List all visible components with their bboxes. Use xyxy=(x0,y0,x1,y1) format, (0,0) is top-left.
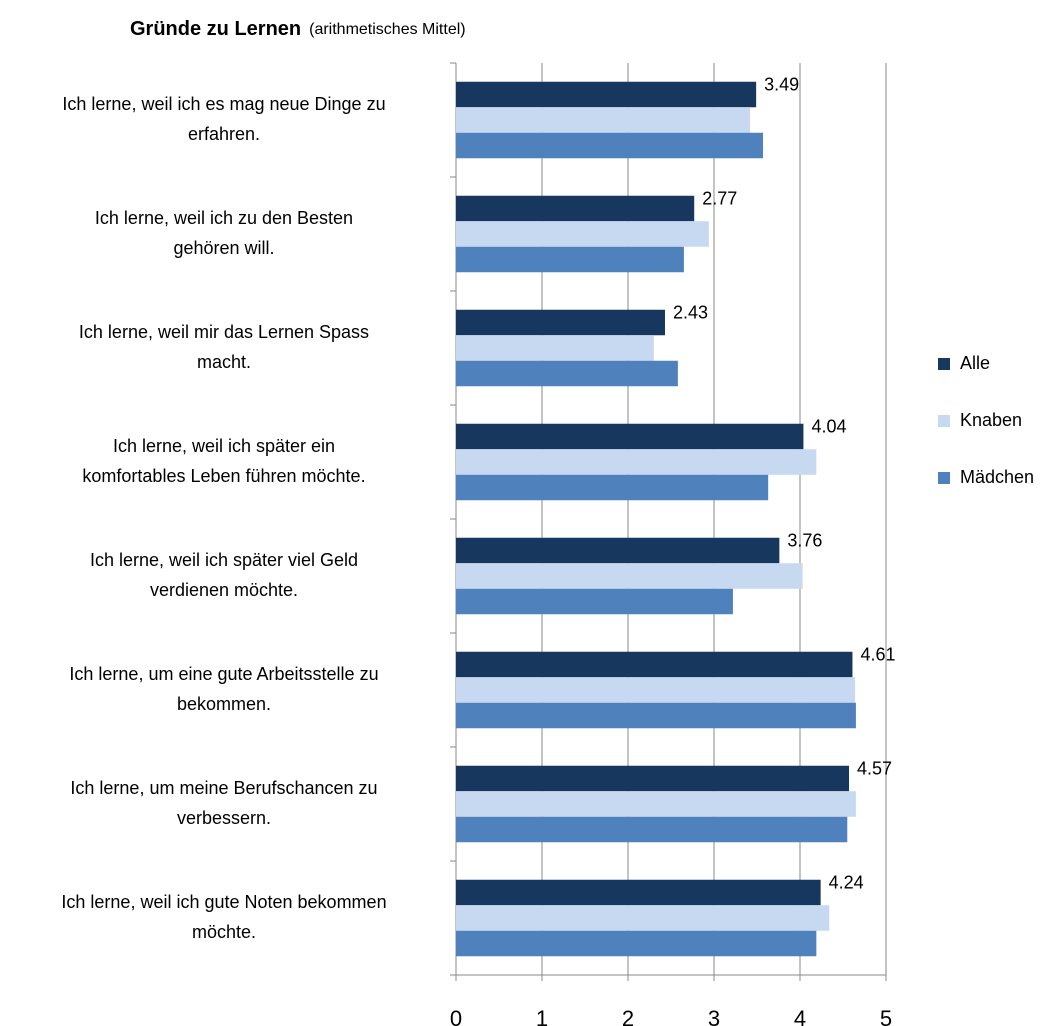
data-label: 4.24 xyxy=(829,873,864,893)
data-label: 2.77 xyxy=(702,189,737,209)
bar xyxy=(456,588,733,615)
legend-swatch xyxy=(938,472,950,484)
data-label: 4.61 xyxy=(860,645,895,665)
bar xyxy=(456,449,817,475)
y-tick-label: Ich lerne, um meine Berufschancen zu verb… xyxy=(70,778,377,828)
x-tick-label: 0 xyxy=(450,1006,462,1026)
bar xyxy=(456,360,678,387)
y-tick-label-line: Ich lerne, weil ich gute Noten bekommen xyxy=(61,892,386,912)
y-tick-label: Ich lerne, um eine gute Arbeitsstelle zu… xyxy=(69,664,378,714)
x-tick-label: 2 xyxy=(622,1006,634,1026)
bar xyxy=(456,677,856,703)
chart-title: Gründe zu Lernen (arithmetisches Mittel) xyxy=(130,18,466,40)
y-tick-label-line: Ich lerne, um meine Berufschancen zu xyxy=(70,778,377,798)
data-label: 4.57 xyxy=(857,759,892,779)
bar xyxy=(456,195,695,222)
bar xyxy=(456,563,803,589)
y-tick-label-line: Ich lerne, weil mir das Lernen Spass xyxy=(79,322,369,342)
legend-swatch xyxy=(938,358,950,370)
legend-label: Mädchen xyxy=(960,467,1034,487)
bar xyxy=(456,246,684,273)
x-tick-label: 4 xyxy=(794,1006,806,1026)
legend-swatch xyxy=(938,415,950,427)
y-tick-label-line: Ich lerne, weil ich es mag neue Dinge zu xyxy=(62,94,385,114)
y-tick-label-line: Ich lerne, weil ich zu den Besten xyxy=(95,208,353,228)
bar xyxy=(456,905,830,931)
bar xyxy=(456,651,853,678)
bar xyxy=(456,335,654,361)
y-tick-label-line: verdienen möchte. xyxy=(150,580,298,600)
y-tick-label-line: Ich lerne, um eine gute Arbeitsstelle zu xyxy=(69,664,378,684)
y-tick-label: Ich lerne, weil ich zu den Besten gehören… xyxy=(95,208,353,258)
y-tick-label-line: Ich lerne, weil ich später ein xyxy=(113,436,335,456)
x-tick-label: 3 xyxy=(708,1006,720,1026)
y-tick-label: Ich lerne, weil ich gute Noten bekommen m… xyxy=(61,892,386,942)
y-tick-label-line: komfortables Leben führen möchte. xyxy=(82,466,365,486)
title: Gründe zu Lernen xyxy=(130,18,301,40)
y-tick-label-line: erfahren. xyxy=(188,124,260,144)
y-tick-label: Ich lerne, weil ich später viel Geld verd… xyxy=(90,550,358,600)
bar xyxy=(456,107,751,133)
data-label: 3.49 xyxy=(764,75,799,95)
bar xyxy=(456,879,821,906)
bar xyxy=(456,702,856,729)
legend-label: Alle xyxy=(960,353,990,373)
y-tick-label: Ich lerne, weil mir das Lernen Spass mach… xyxy=(79,322,369,372)
y-tick-label-line: verbessern. xyxy=(177,808,271,828)
bar xyxy=(456,765,850,792)
bar xyxy=(456,930,817,957)
y-tick-label-line: bekommen. xyxy=(177,694,271,714)
data-label: 4.04 xyxy=(811,417,846,437)
y-tick-label-line: gehören will. xyxy=(173,238,274,258)
legend-label: Knaben xyxy=(960,410,1022,430)
y-tick-label: Ich lerne, weil ich später ein komfortabl… xyxy=(82,436,365,486)
bar xyxy=(456,474,769,501)
data-label: 2.43 xyxy=(673,303,708,323)
y-tick-label: Ich lerne, weil ich es mag neue Dinge zu… xyxy=(62,94,385,144)
x-tick-label: 5 xyxy=(880,1006,892,1026)
subtitle: (arithmetisches Mittel) xyxy=(309,21,465,38)
bar xyxy=(456,221,709,247)
bar xyxy=(456,423,804,450)
bar xyxy=(456,309,665,336)
y-tick-label-line: macht. xyxy=(197,352,251,372)
y-tick-label-line: Ich lerne, weil ich später viel Geld xyxy=(90,550,358,570)
bar xyxy=(456,791,856,817)
bar xyxy=(456,81,757,108)
data-label: 3.76 xyxy=(787,531,822,551)
x-tick-label: 1 xyxy=(536,1006,548,1026)
bar xyxy=(456,132,764,159)
bar xyxy=(456,537,780,564)
y-tick-label-line: möchte. xyxy=(192,922,256,942)
bar xyxy=(456,816,848,843)
